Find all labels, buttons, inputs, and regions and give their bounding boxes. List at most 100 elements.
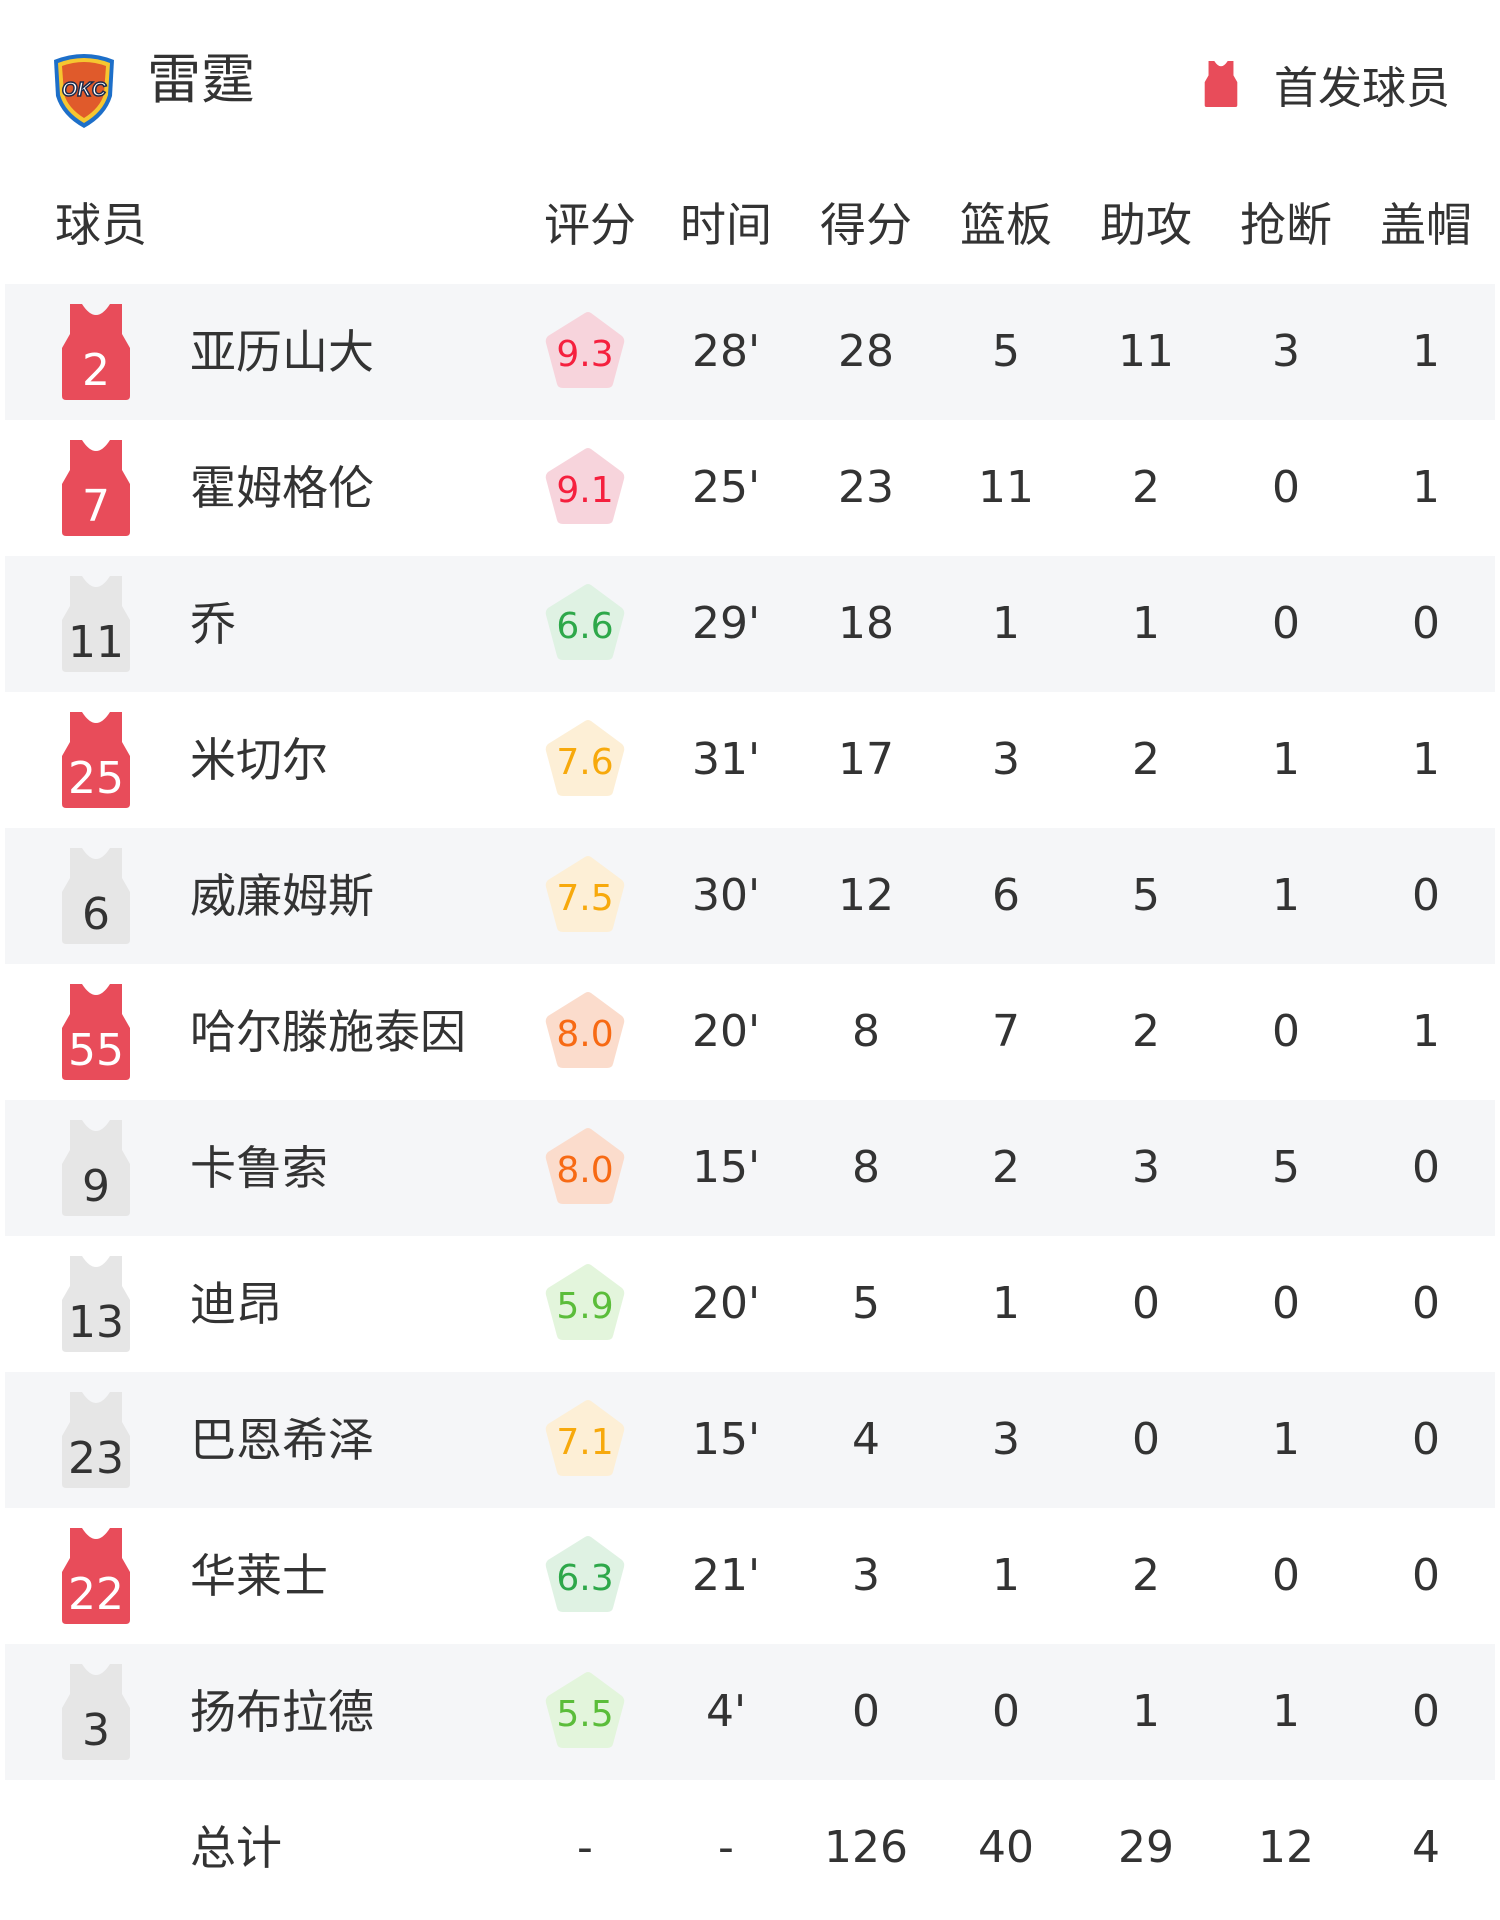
jersey-badge: 13	[62, 1256, 130, 1352]
rating-value: 9.3	[556, 334, 614, 375]
table-row[interactable]: 11 乔 6.6 29' 18 1 1 0 0	[5, 556, 1495, 692]
pentagon-icon	[545, 1672, 625, 1748]
player-name[interactable]: 卡鲁索	[190, 1141, 328, 1195]
table-row[interactable]: 55 哈尔滕施泰因 8.0 20' 8 7 2 0 1	[5, 964, 1495, 1100]
jersey-badge: 6	[62, 848, 130, 944]
pentagon-icon	[545, 584, 625, 660]
jersey-icon	[62, 984, 130, 1080]
jersey-icon	[62, 1120, 130, 1216]
pentagon-icon	[545, 992, 625, 1068]
steals-cell: 0	[1272, 1550, 1300, 1601]
table-row[interactable]: 3 扬布拉德 5.5 4' 0 0 1 1 0	[5, 1644, 1495, 1780]
points-cell: 8	[852, 1006, 880, 1057]
assists-cell: 29	[1118, 1822, 1174, 1873]
table-row[interactable]: 13 迪昂 5.9 20' 5 1 0 0 0	[5, 1236, 1495, 1372]
blocks-cell: 1	[1412, 326, 1440, 377]
legend-label: 首发球员	[1274, 63, 1450, 114]
assists-cell: 1	[1132, 598, 1160, 649]
jersey-icon	[62, 1392, 130, 1488]
column-header-player: 球员	[55, 198, 147, 252]
player-name[interactable]: 威廉姆斯	[190, 869, 374, 923]
rating-value: 5.5	[556, 1694, 614, 1735]
column-header-blocks[interactable]: 盖帽	[1380, 198, 1472, 252]
column-header-rebounds[interactable]: 篮板	[960, 198, 1052, 252]
assists-cell: 0	[1132, 1278, 1160, 1329]
time-cell: 30'	[691, 870, 761, 921]
player-name[interactable]: 迪昂	[190, 1277, 282, 1331]
rating-value: 8.0	[556, 1014, 614, 1055]
column-header-points[interactable]: 得分	[820, 198, 912, 252]
blocks-cell: 0	[1412, 1278, 1440, 1329]
points-cell: 8	[852, 1142, 880, 1193]
steals-cell: 0	[1272, 598, 1300, 649]
total-row: 总计 - - 126 40 29 12 4	[5, 1780, 1495, 1916]
rating-badge: 7.5	[544, 854, 626, 936]
column-header-assists[interactable]: 助攻	[1100, 198, 1192, 252]
table-row[interactable]: 22 华莱士 6.3 21' 3 1 2 0 0	[5, 1508, 1495, 1644]
player-name[interactable]: 哈尔滕施泰因	[190, 1005, 466, 1059]
table-row[interactable]: 23 巴恩希泽 7.1 15' 4 3 0 1 0	[5, 1372, 1495, 1508]
blocks-cell: 0	[1412, 1550, 1440, 1601]
assists-cell: 2	[1132, 1006, 1160, 1057]
rating-value: 7.6	[556, 742, 614, 783]
column-header-rating[interactable]: 评分	[544, 198, 636, 252]
time-cell: 31'	[691, 734, 761, 785]
blocks-cell: 0	[1412, 598, 1440, 649]
jersey-icon	[62, 848, 130, 944]
table-row[interactable]: 2 亚历山大 9.3 28' 28 5 11 3 1	[5, 284, 1495, 420]
time-cell: 15'	[691, 1414, 761, 1465]
rating-cell: -	[577, 1822, 593, 1873]
time-cell: 20'	[691, 1006, 761, 1057]
pentagon-icon	[545, 856, 625, 932]
steals-cell: 1	[1272, 1414, 1300, 1465]
jersey-number: 13	[68, 1297, 124, 1348]
rating-value: 9.1	[556, 470, 614, 511]
player-name[interactable]: 米切尔	[190, 733, 328, 787]
team-name: 雷霆	[147, 48, 255, 111]
time-cell: -	[718, 1822, 734, 1873]
jersey-number: 11	[68, 617, 124, 668]
pentagon-icon	[545, 312, 625, 388]
assists-cell: 1	[1132, 1686, 1160, 1737]
table-row[interactable]: 9 卡鲁索 8.0 15' 8 2 3 5 0	[5, 1100, 1495, 1236]
rating-value: 6.6	[556, 606, 614, 647]
jersey-badge: 11	[62, 576, 130, 672]
rebounds-cell: 3	[992, 734, 1020, 785]
steals-cell: 0	[1272, 1278, 1300, 1329]
player-name[interactable]: 巴恩希泽	[190, 1413, 374, 1467]
jersey-icon	[62, 1664, 130, 1760]
rating-value: 6.3	[556, 1558, 614, 1599]
player-name[interactable]: 霍姆格伦	[190, 461, 374, 515]
table-row[interactable]: 6 威廉姆斯 7.5 30' 12 6 5 1 0	[5, 828, 1495, 964]
jersey-icon	[62, 1528, 130, 1624]
pentagon-icon	[545, 1128, 625, 1204]
column-header-steals[interactable]: 抢断	[1240, 198, 1332, 252]
jersey-number: 2	[82, 345, 110, 396]
blocks-cell: 1	[1412, 734, 1440, 785]
jersey-badge: 23	[62, 1392, 130, 1488]
rebounds-cell: 0	[992, 1686, 1020, 1737]
pentagon-icon	[545, 1536, 625, 1612]
player-name[interactable]: 扬布拉德	[190, 1685, 374, 1739]
player-name[interactable]: 华莱士	[190, 1549, 328, 1603]
steals-cell: 1	[1272, 870, 1300, 921]
player-name[interactable]: 亚历山大	[190, 325, 374, 379]
blocks-cell: 0	[1412, 870, 1440, 921]
rating-value: 8.0	[556, 1150, 614, 1191]
column-header-time[interactable]: 时间	[680, 198, 772, 252]
points-cell: 17	[838, 734, 894, 785]
jersey-badge: 25	[62, 712, 130, 808]
table-row[interactable]: 25 米切尔 7.6 31' 17 3 2 1 1	[5, 692, 1495, 828]
steals-cell: 1	[1272, 1686, 1300, 1737]
player-name[interactable]: 乔	[190, 597, 236, 651]
blocks-cell: 0	[1412, 1414, 1440, 1465]
table-row[interactable]: 7 霍姆格伦 9.1 25' 23 11 2 0 1	[5, 420, 1495, 556]
pentagon-icon	[545, 1400, 625, 1476]
time-cell: 15'	[691, 1142, 761, 1193]
assists-cell: 5	[1132, 870, 1160, 921]
table-header: 球员 评分 时间 得分 篮板 助攻 抢断 盖帽	[0, 190, 1500, 260]
rebounds-cell: 5	[992, 326, 1020, 377]
jersey-number: 23	[68, 1433, 124, 1484]
blocks-cell: 1	[1412, 1006, 1440, 1057]
team-header: OKC 雷霆 首发球员	[0, 0, 1500, 165]
